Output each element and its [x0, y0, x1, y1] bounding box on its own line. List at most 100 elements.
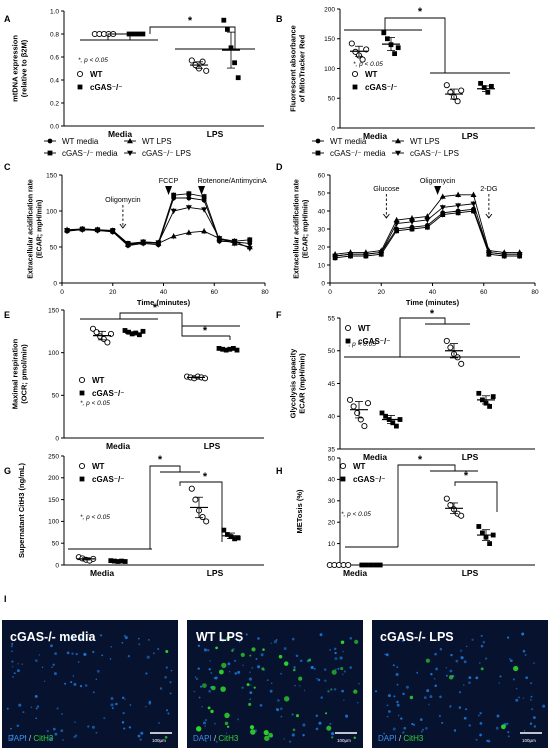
dapi-nucleus	[283, 647, 287, 651]
injection-arrowhead	[198, 186, 206, 195]
dapi-nucleus	[318, 721, 322, 725]
dapi-nucleus	[428, 703, 430, 706]
significance-star: *	[418, 6, 423, 18]
dapi-nucleus	[403, 726, 407, 730]
data-point	[458, 87, 465, 94]
dapi-nucleus	[10, 737, 13, 741]
significance-star: *	[418, 454, 423, 466]
dapi-nucleus	[260, 653, 264, 657]
dapi-nucleus	[52, 663, 55, 666]
data-point	[485, 250, 492, 256]
chart-d-ecar-glycolysis: 0 10 20 30 40 50 60 0 20 40 60 80 Time (minutes) Extr…	[294, 137, 539, 307]
panel-label-i: I	[4, 594, 7, 604]
cith3-signal	[425, 658, 430, 663]
dapi-nucleus	[522, 649, 526, 653]
data-point	[234, 347, 240, 353]
dapi-nucleus	[221, 638, 225, 642]
dapi-nucleus	[388, 710, 391, 713]
dapi-nucleus	[30, 706, 33, 708]
data-point	[216, 236, 223, 242]
y-tick-label: 20	[318, 244, 326, 251]
dapi-nucleus	[124, 698, 126, 700]
dapi-nucleus	[273, 640, 277, 644]
x-tick-label: 20	[378, 289, 386, 296]
dapi-nucleus	[124, 636, 128, 640]
cith3-signal	[353, 736, 357, 740]
dapi-nucleus	[512, 678, 515, 681]
dapi-nucleus	[269, 689, 273, 693]
data-point	[201, 375, 209, 382]
significance-star: *	[464, 470, 469, 482]
legend-marker	[315, 150, 321, 156]
y-tick-label: 150	[324, 36, 335, 43]
data-point	[332, 253, 339, 259]
y-tick-label: 1.0	[50, 8, 59, 15]
dapi-nucleus	[349, 666, 353, 669]
data-point	[225, 27, 230, 32]
panel-label-a: A	[4, 14, 11, 24]
dapi-nucleus	[396, 700, 399, 704]
dapi-nucleus	[485, 657, 488, 660]
dapi-nucleus	[465, 645, 468, 648]
data-point	[231, 239, 238, 245]
cith3-signal	[224, 721, 229, 726]
dapi-nucleus	[530, 699, 532, 701]
dapi-nucleus	[164, 675, 167, 679]
dapi-nucleus	[356, 702, 359, 704]
cith3-signal	[501, 724, 506, 730]
data-point	[489, 83, 494, 89]
data-point	[439, 193, 446, 199]
dapi-nucleus	[227, 662, 231, 666]
legend-label-cgas: cGAS⁻/⁻	[353, 475, 385, 484]
legend-label-wt: WT	[92, 376, 105, 385]
data-point	[109, 228, 116, 235]
dapi-nucleus	[275, 638, 278, 641]
dapi-nucleus	[374, 690, 378, 693]
y-axis-label-line: (relative to β2M)	[20, 39, 29, 97]
dapi-nucleus	[257, 665, 261, 669]
dapi-nucleus	[400, 717, 403, 720]
dapi-nucleus	[225, 732, 228, 734]
dapi-nucleus	[425, 727, 428, 730]
data-point	[137, 332, 142, 338]
injection-arrowhead	[383, 213, 390, 219]
data-point	[361, 423, 368, 430]
dapi-nucleus	[439, 648, 443, 651]
data-point	[424, 213, 431, 219]
cith3-signal	[207, 706, 211, 710]
dapi-nucleus	[506, 722, 509, 725]
cith3-signal	[330, 688, 333, 691]
dapi-nucleus	[349, 637, 353, 640]
y-tick-label: 0	[53, 280, 57, 287]
dapi-nucleus	[396, 703, 400, 707]
cith3-signal	[284, 696, 290, 702]
dapi-nucleus	[121, 721, 125, 724]
x-category-label: LPS	[207, 129, 224, 139]
significance-note: *, p < 0.05	[346, 341, 376, 348]
dapi-nucleus	[384, 653, 386, 656]
y-tick-label: 100	[48, 519, 59, 526]
significance-note: *, p < 0.05	[353, 61, 383, 68]
dapi-nucleus	[402, 692, 405, 696]
panel-label-c: C	[4, 162, 11, 172]
x-category-label: LPS	[462, 568, 479, 578]
data-point	[364, 562, 369, 568]
cith3-signal	[340, 667, 344, 671]
legend-marker-wt	[78, 376, 86, 384]
dapi-nucleus	[507, 731, 510, 734]
data-point	[216, 346, 222, 351]
dapi-nucleus	[203, 648, 207, 652]
bracket-main	[149, 465, 181, 549]
dapi-nucleus	[60, 729, 64, 733]
y-axis-label-line: ECAR (mpH/min)	[298, 353, 307, 414]
data-point	[140, 328, 146, 334]
dapi-nucleus	[498, 682, 500, 684]
dapi-nucleus	[280, 715, 283, 718]
dapi-nucleus	[146, 655, 150, 659]
cith3-signal	[253, 686, 256, 689]
y-tick-label: 40	[318, 208, 326, 215]
chart-c-ecar-timecourse: 0 50 100 150 0 20 40 60 80 Time (minutes) Extracel…	[28, 137, 269, 307]
dapi-nucleus	[122, 696, 125, 699]
x-tick-label: 80	[261, 289, 269, 296]
cith3-signal	[224, 712, 230, 719]
